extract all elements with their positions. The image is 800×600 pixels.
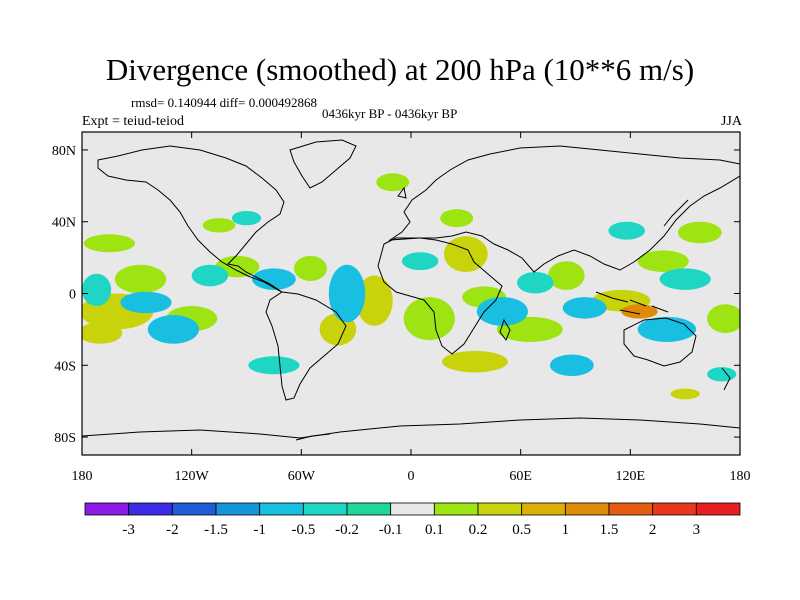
colorbar-label: -0.5 xyxy=(291,522,315,538)
colorbar-label: -2 xyxy=(166,522,179,538)
convergence-positive-region xyxy=(83,234,136,253)
convergence-positive-region xyxy=(442,350,508,373)
convergence-positive-region xyxy=(637,250,689,272)
x-tick-label: 0 xyxy=(408,469,415,484)
colorbar-swatch xyxy=(564,502,610,516)
coastline-uk xyxy=(397,186,407,199)
colorbar-label: 0.1 xyxy=(425,522,444,538)
convergence-negative-region xyxy=(517,271,554,294)
convergence-negative-region xyxy=(562,297,607,319)
convergence-negative-region xyxy=(549,354,594,377)
colorbar-swatch xyxy=(695,502,741,516)
period-label: 0436kyr BP - 0436kyr BP xyxy=(322,106,458,121)
coastlines xyxy=(82,139,740,441)
colorbar-swatch xyxy=(215,502,261,516)
colorbar: -3 -2 -1.5 -1 -0.5 -0.2 -0.1 0.1 0.2 0.5 1 1.5 2 3 xyxy=(84,502,741,538)
convergence-negative-region xyxy=(82,273,112,307)
convergence-negative-region xyxy=(231,210,262,226)
colorbar-label: -1.5 xyxy=(204,522,228,538)
convergence-positive-region xyxy=(202,218,236,233)
convergence-negative-region xyxy=(476,297,528,326)
convergence-negative-region xyxy=(120,291,172,314)
y-tick-label: 0 xyxy=(69,288,76,303)
convergence-positive-region xyxy=(376,173,410,192)
convergence-positive-region xyxy=(403,297,455,341)
convergence-negative-region xyxy=(401,252,439,271)
convergence-positive-region xyxy=(707,304,740,333)
colorbar-swatch xyxy=(171,502,217,516)
coastline-eurasia xyxy=(388,145,740,273)
x-tick-label: 120W xyxy=(175,469,210,484)
convergence-negative-region xyxy=(147,315,199,344)
convergence-negative-region xyxy=(659,268,711,290)
x-tick-label: 60W xyxy=(288,469,316,484)
convergence-positive-region xyxy=(548,261,585,290)
colorbar-swatch xyxy=(302,502,348,516)
colorbar-label: -0.2 xyxy=(335,522,359,538)
colorbar-label: 3 xyxy=(693,522,701,538)
colorbar-swatch xyxy=(477,502,523,516)
colorbar-swatch xyxy=(521,502,566,516)
colorbar-label: 2 xyxy=(649,522,657,538)
convergence-negative-region xyxy=(191,264,229,287)
field-layer xyxy=(82,173,740,400)
coastline-greenland xyxy=(289,139,357,189)
experiment-label: Expt = teiud-teiod xyxy=(82,114,184,129)
x-tick-label: 120E xyxy=(616,469,646,484)
convergence-negative-region xyxy=(637,316,697,342)
convergence-positive-region xyxy=(114,264,167,294)
coastline-new-zealand xyxy=(721,367,731,391)
y-tick-label: 80S xyxy=(54,431,76,446)
coastline-north-america xyxy=(97,145,285,293)
convergence-positive-region xyxy=(440,209,474,228)
y-tick-label: 80N xyxy=(52,144,76,159)
x-tick-label: 180 xyxy=(72,469,93,484)
colorbar-label: 1.5 xyxy=(600,522,619,538)
season-label: JJA xyxy=(720,114,742,129)
colorbar-label: 0.2 xyxy=(469,522,488,538)
convergence-positive-region xyxy=(443,236,488,272)
convergence-negative-region xyxy=(251,268,296,290)
colorbar-label: 0.5 xyxy=(512,522,531,538)
colorbar-swatch xyxy=(652,502,697,516)
axes: 180 120W 60W 0 60E 120E 180 80N 40N 0 40S 80S xyxy=(52,132,751,484)
x-tick-label: 180 xyxy=(730,469,751,484)
coastline-japan xyxy=(663,199,689,227)
colorbar-swatch xyxy=(259,502,304,516)
stats-label: rmsd= 0.140944 diff= 0.000492868 xyxy=(131,95,317,110)
coastline-south-america xyxy=(265,291,347,401)
colorbar-swatch xyxy=(390,502,435,516)
convergence-positive-region xyxy=(294,255,327,281)
colorbar-label: -1 xyxy=(253,522,266,538)
convergence-negative-region xyxy=(707,367,737,382)
colorbar-swatch xyxy=(346,502,392,516)
chart-title: Divergence (smoothed) at 200 hPa (10**6 … xyxy=(105,52,695,87)
coastline-indonesia xyxy=(595,291,669,315)
coastline-antarctic-peninsula xyxy=(295,433,331,441)
colorbar-swatch xyxy=(128,502,173,516)
convergence-negative-region xyxy=(328,264,366,323)
colorbar-label: 1 xyxy=(562,522,570,538)
convergence-positive-region xyxy=(356,275,393,326)
convergence-negative-region xyxy=(248,356,300,375)
convergence-positive-region xyxy=(670,388,700,400)
colorbar-label: -0.1 xyxy=(379,522,403,538)
coastline-madagascar xyxy=(499,318,511,342)
y-tick-label: 40N xyxy=(52,216,76,231)
convergence-positive-region xyxy=(677,221,722,244)
colorbar-swatch xyxy=(433,502,479,516)
convergence-positive-region xyxy=(82,322,123,344)
coastline-antarctica xyxy=(82,417,740,439)
y-tick-label: 40S xyxy=(54,359,76,374)
convergence-negative-region xyxy=(608,221,645,240)
convergence-positive-region xyxy=(621,304,658,319)
coastline-africa xyxy=(377,237,503,355)
coastline-australia xyxy=(623,317,697,367)
x-tick-label: 60E xyxy=(509,469,532,484)
colorbar-label: -3 xyxy=(122,522,135,538)
colorbar-swatch xyxy=(84,502,130,516)
colorbar-swatch xyxy=(608,502,654,516)
